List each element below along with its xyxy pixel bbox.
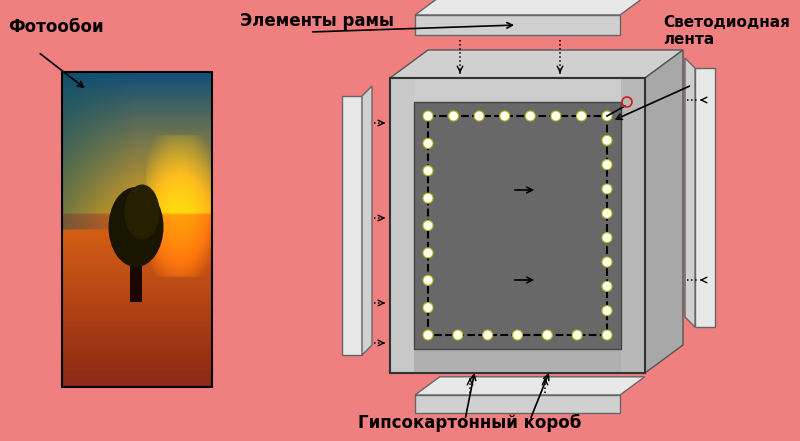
Polygon shape <box>390 50 683 78</box>
Circle shape <box>572 330 582 340</box>
Circle shape <box>602 233 612 243</box>
Circle shape <box>602 257 612 267</box>
Circle shape <box>423 248 433 258</box>
Polygon shape <box>645 50 683 373</box>
Bar <box>342 96 362 355</box>
Bar <box>415 15 620 35</box>
Bar <box>621 78 645 373</box>
Ellipse shape <box>125 184 159 239</box>
Circle shape <box>423 303 433 313</box>
Bar <box>390 349 645 373</box>
Circle shape <box>602 281 612 292</box>
Text: Элементы рамы: Элементы рамы <box>240 12 394 30</box>
Circle shape <box>551 111 561 121</box>
Circle shape <box>526 111 535 121</box>
Circle shape <box>474 111 484 121</box>
Bar <box>415 395 620 413</box>
Bar <box>390 78 645 102</box>
Circle shape <box>423 193 433 203</box>
Circle shape <box>513 330 522 340</box>
Bar <box>130 242 142 302</box>
Bar <box>428 116 607 335</box>
Polygon shape <box>685 58 695 327</box>
Circle shape <box>423 330 433 340</box>
Bar <box>390 78 414 373</box>
Bar <box>62 72 212 387</box>
Polygon shape <box>415 377 645 395</box>
Text: Светодиодная
лента: Светодиодная лента <box>663 15 790 47</box>
Circle shape <box>602 306 612 316</box>
Bar <box>695 68 715 327</box>
Circle shape <box>542 330 552 340</box>
Circle shape <box>577 111 586 121</box>
Text: Фотообои: Фотообои <box>8 18 104 36</box>
Circle shape <box>482 330 493 340</box>
Bar <box>390 78 645 373</box>
Circle shape <box>423 111 433 121</box>
Circle shape <box>500 111 510 121</box>
Polygon shape <box>415 0 645 15</box>
Circle shape <box>423 138 433 148</box>
Circle shape <box>423 275 433 285</box>
Polygon shape <box>362 86 372 355</box>
Circle shape <box>449 111 458 121</box>
Circle shape <box>423 220 433 231</box>
Text: Гипсокартонный короб: Гипсокартонный короб <box>358 414 582 432</box>
Bar <box>390 78 645 373</box>
Circle shape <box>602 330 612 340</box>
Bar <box>414 102 621 349</box>
Circle shape <box>602 135 612 146</box>
Circle shape <box>602 160 612 170</box>
Ellipse shape <box>109 187 163 267</box>
Circle shape <box>423 166 433 176</box>
Circle shape <box>602 111 612 121</box>
Circle shape <box>453 330 463 340</box>
Circle shape <box>602 184 612 194</box>
Circle shape <box>602 208 612 218</box>
